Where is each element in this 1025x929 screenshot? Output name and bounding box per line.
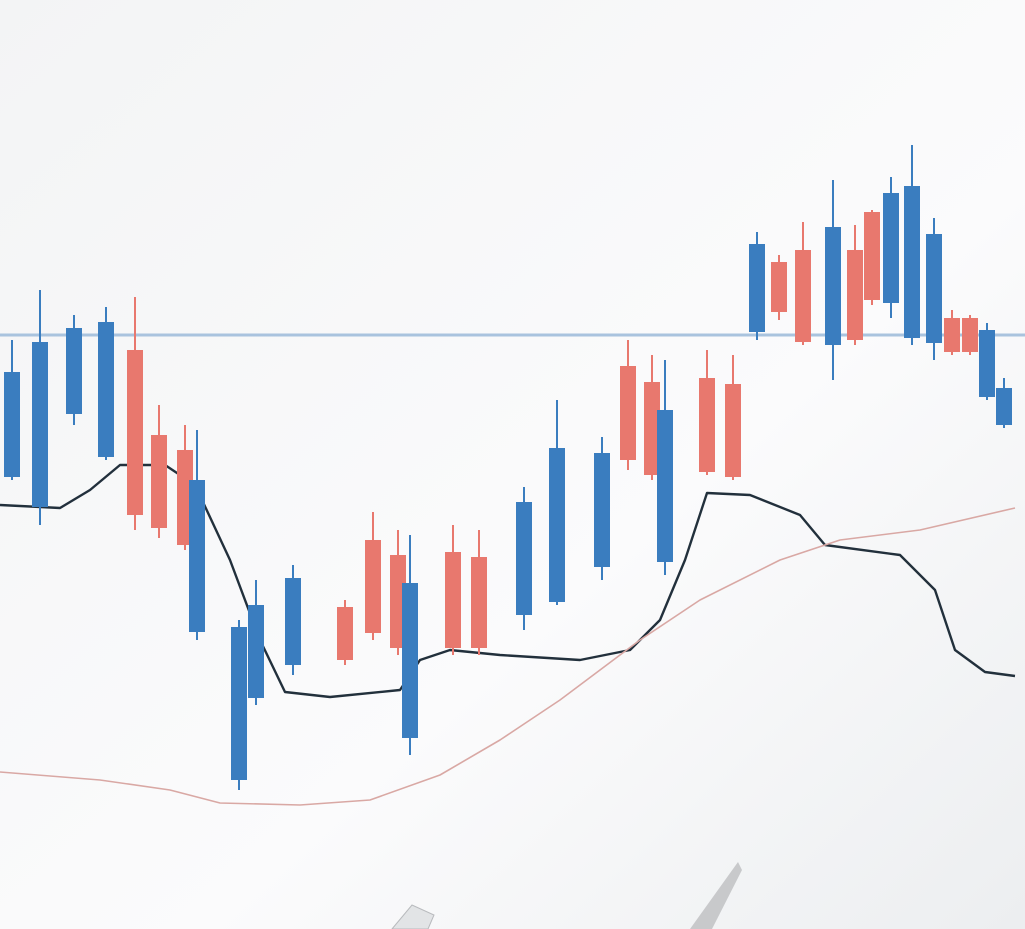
candle-body: [231, 627, 247, 780]
candle-body: [926, 234, 942, 343]
candle-body: [365, 540, 381, 633]
object-corner: [391, 904, 435, 929]
candle-body: [402, 583, 418, 738]
candle-body: [98, 322, 114, 457]
candle-body: [644, 382, 660, 475]
candle-body: [847, 250, 863, 340]
candle-body: [4, 372, 20, 477]
candle-body: [620, 366, 636, 460]
candle-body: [749, 244, 765, 332]
candle-body: [32, 342, 48, 507]
candle-body: [962, 318, 978, 352]
candle-body: [151, 435, 167, 528]
candle-body: [445, 552, 461, 648]
pencil-tip: [690, 862, 742, 929]
candle-body: [285, 578, 301, 665]
candle-body: [657, 410, 673, 562]
candle-body: [883, 193, 899, 303]
candle-body: [337, 607, 353, 660]
candle-body: [248, 605, 264, 698]
candle-body: [996, 388, 1012, 425]
candle-body: [189, 480, 205, 632]
candle-body: [471, 557, 487, 648]
indicator-line: [0, 507, 1016, 806]
candle-body: [516, 502, 532, 615]
candle-body: [825, 227, 841, 345]
candle-body: [979, 330, 995, 397]
candle-body: [944, 318, 960, 352]
candle-body: [771, 262, 787, 312]
candle-body: [699, 378, 715, 472]
candle-body: [549, 448, 565, 602]
candle-body: [725, 384, 741, 477]
candle-body: [66, 328, 82, 414]
candle-body: [795, 250, 811, 342]
candle-body: [594, 453, 610, 567]
candle-body: [127, 350, 143, 515]
indicator-line: [0, 463, 1016, 699]
candle-body: [904, 186, 920, 338]
candle-body: [864, 212, 880, 300]
